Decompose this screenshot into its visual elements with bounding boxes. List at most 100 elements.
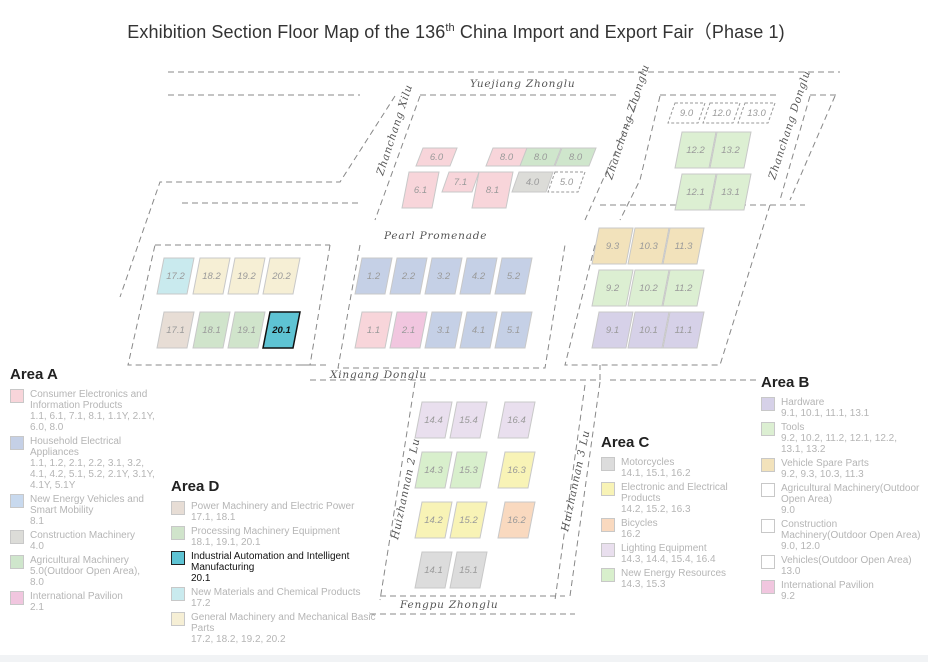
hall-label: 12.2: [686, 145, 705, 156]
legend-halls: 17.2: [191, 598, 211, 609]
hall-shape: [414, 451, 453, 489]
hall-tile[interactable]: 17.1: [156, 311, 195, 349]
hall-tile[interactable]: 6.1: [401, 171, 440, 209]
legend-item[interactable]: New Energy Resources 14.3, 15.3: [601, 568, 751, 590]
road-pearl-promenade: Pearl Promenade: [383, 230, 487, 242]
hall-tile[interactable]: 2.1: [389, 311, 428, 349]
hall-tile[interactable]: 9.2: [591, 269, 634, 307]
hall-tile[interactable]: 5.0: [547, 171, 586, 193]
hall-tile[interactable]: 20.1: [262, 311, 301, 349]
hall-tile[interactable]: 2.2: [389, 257, 428, 295]
hall-tile[interactable]: 12.2: [674, 131, 717, 169]
hall-tile[interactable]: 10.3: [627, 227, 670, 265]
hall-tile[interactable]: 4.1: [459, 311, 498, 349]
hall-tile[interactable]: 5.2: [494, 257, 533, 295]
hall-tile[interactable]: 11.2: [662, 269, 705, 307]
hall-tile[interactable]: 1.1: [354, 311, 393, 349]
legend-label: General Machinery and Mechanical Basic P…: [191, 612, 376, 634]
hall-tile[interactable]: 15.3: [449, 451, 488, 489]
area-a-title: Area A: [10, 366, 58, 383]
hall-shape: [414, 551, 453, 589]
legend-item[interactable]: International Pavilion 2.1: [10, 591, 155, 613]
legend-item[interactable]: Tools 9.2, 10.2, 11.2, 12.1, 12.2, 13.1, …: [761, 422, 921, 455]
hall-tile[interactable]: 3.2: [424, 257, 463, 295]
hall-tile[interactable]: 12.1: [674, 173, 717, 211]
hall-tile[interactable]: 10.1: [627, 311, 670, 349]
hall-tile[interactable]: 8.0: [519, 147, 562, 167]
legend-item[interactable]: Construction Machinery(Outdoor Open Area…: [761, 519, 921, 552]
legend-item[interactable]: Bicycles 16.2: [601, 518, 751, 540]
hall-tile[interactable]: 12.0: [702, 102, 741, 124]
legend-item[interactable]: Agricultural Machinery 5.0(Outdoor Open A…: [10, 555, 155, 588]
hall-tile[interactable]: 4.2: [459, 257, 498, 295]
hall-tile[interactable]: 18.2: [192, 257, 231, 295]
hall-tile[interactable]: 13.0: [737, 102, 776, 124]
hall-tile[interactable]: 7.1: [441, 171, 480, 193]
hall-tile[interactable]: 5.1: [494, 311, 533, 349]
legend-item[interactable]: International Pavilion 9.2: [761, 580, 921, 602]
hall-tile[interactable]: 16.4: [497, 401, 536, 439]
hall-tile[interactable]: 15.2: [449, 501, 488, 539]
hall-label: 19.1: [237, 325, 256, 336]
hall-tile[interactable]: 14.2: [414, 501, 453, 539]
hall-tile[interactable]: 16.2: [497, 501, 536, 539]
hall-tile[interactable]: 6.0: [415, 147, 458, 167]
hall-tile[interactable]: 15.1: [449, 551, 488, 589]
hall-label: 9.2: [606, 283, 620, 294]
hall-label: 7.1: [454, 177, 467, 188]
hall-tile[interactable]: 13.1: [709, 173, 752, 211]
area-d-outline: [127, 244, 331, 366]
hall-tile[interactable]: 17.2: [156, 257, 195, 295]
legend-item[interactable]: Electronic and Electrical Products 14.2, …: [601, 482, 751, 515]
legend-item[interactable]: New Materials and Chemical Products 17.2: [171, 587, 386, 609]
hall-shape: [662, 311, 705, 349]
hall-tile[interactable]: 1.2: [354, 257, 393, 295]
hall-tile[interactable]: 14.1: [414, 551, 453, 589]
hall-tile[interactable]: 13.2: [709, 131, 752, 169]
legend-item[interactable]: Motorcycles 14.1, 15.1, 16.2: [601, 457, 751, 479]
area-c-outline: [379, 381, 601, 601]
legend-label: International Pavilion: [781, 580, 874, 591]
legend-item[interactable]: Vehicles(Outdoor Open Area) 13.0: [761, 555, 921, 577]
hall-tile[interactable]: 19.1: [227, 311, 266, 349]
hall-tile[interactable]: 9.1: [591, 311, 634, 349]
hall-tile[interactable]: 18.1: [192, 311, 231, 349]
legend-swatch: [10, 591, 24, 605]
hall-tile[interactable]: 10.2: [627, 269, 670, 307]
legend-item[interactable]: Hardware 9.1, 10.1, 11.1, 13.1: [761, 397, 921, 419]
hall-tile[interactable]: 14.4: [414, 401, 453, 439]
hall-shape: [674, 173, 717, 211]
hall-shape: [262, 257, 301, 295]
legend-item[interactable]: Processing Machinery Equipment 18.1, 19.1…: [171, 526, 386, 548]
legend-item[interactable]: General Machinery and Mechanical Basic P…: [171, 612, 386, 645]
legend-item[interactable]: Household Electrical Appliances 1.1, 1.2,…: [10, 436, 155, 491]
hall-label: 2.1: [401, 325, 415, 336]
hall-tile[interactable]: 11.3: [662, 227, 705, 265]
legend-item[interactable]: Power Machinery and Electric Power 17.1, …: [171, 501, 386, 523]
hall-tile[interactable]: 8.1: [471, 171, 514, 209]
legend-item[interactable]: Industrial Automation and Intelligent Ma…: [171, 551, 386, 584]
legend-label: Agricultural Machinery(Outdoor Open Area…: [781, 483, 920, 505]
hall-tile[interactable]: 3.1: [424, 311, 463, 349]
hall-tile[interactable]: 9.3: [591, 227, 634, 265]
hall-tile[interactable]: 4.0: [511, 171, 554, 193]
hall-tile[interactable]: 11.1: [662, 311, 705, 349]
hall-tile[interactable]: 9.0: [667, 102, 706, 124]
hall-tile[interactable]: 14.3: [414, 451, 453, 489]
hall-label: 10.3: [639, 241, 658, 252]
legend-item[interactable]: New Energy Vehicles and Smart Mobility 8.…: [10, 494, 155, 527]
zhanchang-donglu-line: [789, 95, 836, 201]
hall-shape: [227, 311, 266, 349]
legend-item[interactable]: Construction Machinery 4.0: [10, 530, 155, 552]
hall-tile[interactable]: 20.2: [262, 257, 301, 295]
legend-item[interactable]: Consumer Electronics and Information Pro…: [10, 389, 155, 433]
hall-tile[interactable]: 8.0: [554, 147, 597, 167]
hall-tile[interactable]: 16.3: [497, 451, 536, 489]
legend-item[interactable]: Vehicle Spare Parts 9.2, 9.3, 10.3, 11.3: [761, 458, 921, 480]
hall-tile[interactable]: 15.4: [449, 401, 488, 439]
hall-shape: [401, 171, 440, 209]
legend-halls: 9.0: [781, 505, 795, 516]
legend-item[interactable]: Lighting Equipment 14.3, 14.4, 15.4, 16.4: [601, 543, 751, 565]
hall-tile[interactable]: 19.2: [227, 257, 266, 295]
legend-item[interactable]: Agricultural Machinery(Outdoor Open Area…: [761, 483, 921, 516]
